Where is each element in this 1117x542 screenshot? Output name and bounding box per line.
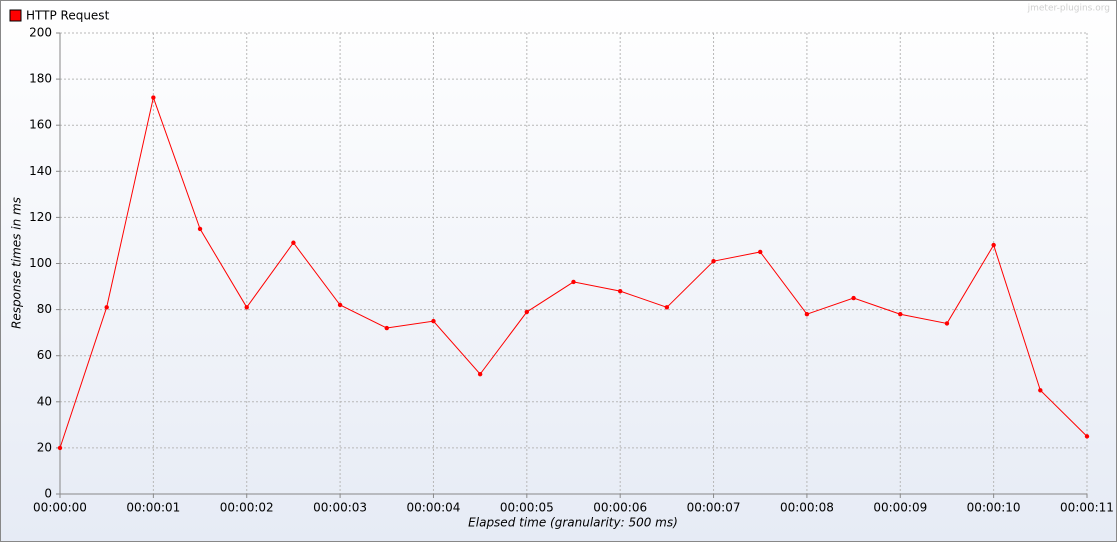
x-tick-label: 00:00:04 [407, 501, 461, 515]
data-point [898, 312, 903, 317]
y-tick-label: 0 [44, 487, 52, 501]
data-point [291, 240, 296, 245]
data-point [664, 305, 670, 310]
data-point [1084, 434, 1090, 439]
watermark: jmeter-plugins.org [1027, 4, 1110, 14]
data-point [477, 371, 483, 377]
y-tick-label: 160 [29, 118, 52, 132]
y-tick-label: 80 [37, 302, 52, 316]
data-point [197, 226, 203, 232]
x-tick-label: 00:00:02 [220, 501, 274, 515]
data-point [337, 302, 343, 308]
data-point [1038, 388, 1043, 393]
y-tick-label: 40 [37, 394, 52, 408]
data-point [244, 305, 249, 310]
x-tick-label: 00:00:08 [780, 501, 834, 515]
legend-swatch [9, 9, 22, 22]
y-tick-label: 100 [29, 256, 52, 270]
data-point [711, 258, 716, 264]
x-tick-label: 00:00:05 [500, 501, 554, 515]
legend-label: HTTP Request [26, 9, 110, 23]
x-tick-label: 00:00:00 [33, 501, 87, 515]
x-tick-label: 00:00:03 [313, 501, 367, 515]
x-tick-label: 00:00:06 [593, 501, 647, 515]
data-point [57, 445, 63, 451]
data-point [851, 295, 856, 301]
data-point [384, 325, 389, 331]
data-point [151, 95, 156, 100]
x-axis-label: Elapsed time (granularity: 500 ms) [468, 516, 678, 530]
data-point [571, 279, 576, 285]
y-tick-label: 200 [29, 26, 52, 40]
data-point [804, 312, 810, 317]
data-point [944, 321, 950, 326]
y-tick-label: 140 [29, 164, 52, 178]
x-tick-label: 00:00:07 [687, 501, 741, 515]
x-tick-label: 00:00:10 [967, 501, 1021, 515]
data-point [758, 249, 763, 255]
data-point [991, 242, 996, 248]
y-tick-label: 20 [37, 440, 52, 454]
y-tick-label: 180 [29, 72, 52, 86]
y-tick-label: 120 [29, 210, 52, 224]
x-tick-label: 00:00:11 [1060, 501, 1114, 515]
data-point [617, 288, 623, 294]
data-point [431, 318, 436, 324]
y-tick-label: 60 [37, 348, 52, 362]
x-tick-label: 00:00:01 [126, 501, 180, 515]
x-tick-label: 00:00:09 [873, 501, 927, 515]
data-point [524, 309, 530, 315]
data-point [104, 305, 109, 310]
y-axis-label: Response times in ms [10, 197, 24, 329]
